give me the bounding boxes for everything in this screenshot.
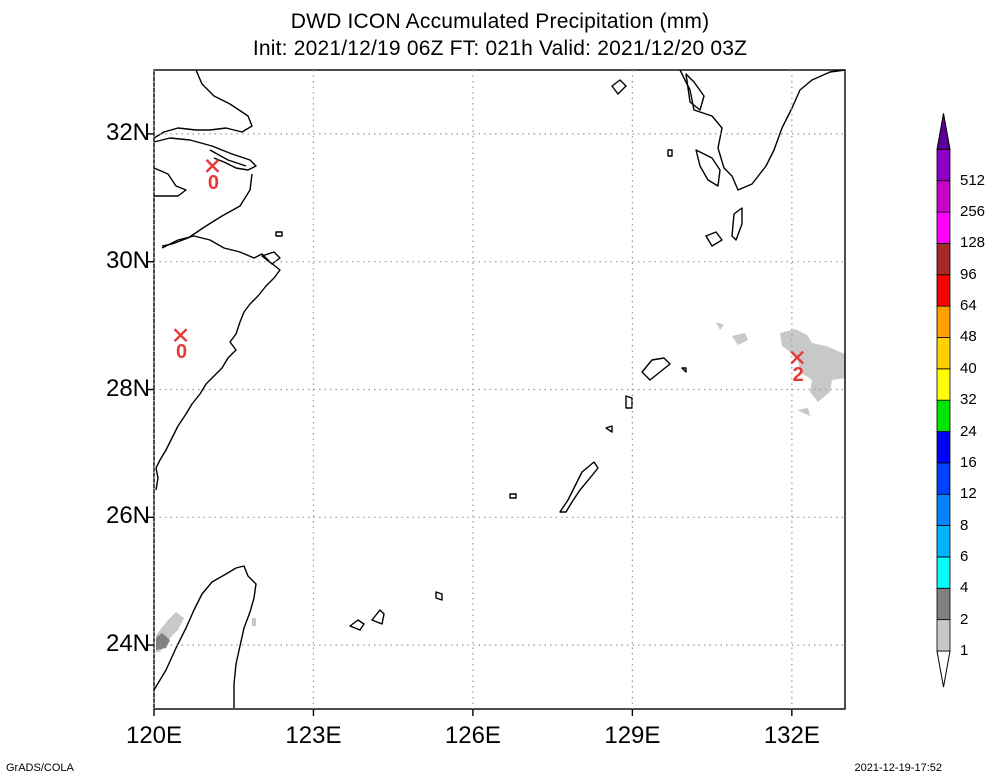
colorbar-swatch [936, 525, 951, 558]
coast-fujian [155, 467, 159, 491]
x-tick-label: 129E [604, 722, 661, 749]
coastlines [153, 69, 846, 708]
colorbar [936, 113, 951, 688]
axis-ticks [147, 133, 793, 716]
station-value: 0 [207, 171, 220, 194]
colorbar-swatch [936, 431, 951, 464]
map-subtitle: Init: 2021/12/19 06Z FT: 021h Valid: 202… [252, 37, 748, 60]
precip-area-east [780, 329, 845, 402]
colorbar-swatch [936, 493, 951, 526]
colorbar-level-label: 12 [960, 485, 977, 503]
y-tick-label: 30N [105, 246, 150, 274]
precip-area-taiwan-dark [156, 633, 170, 650]
colorbar-level-label: 1 [960, 642, 969, 659]
island-zhoushan [261, 231, 283, 265]
island-taiwan [153, 565, 257, 708]
colorbar-level-label: 24 [960, 422, 977, 440]
map-frame [153, 69, 846, 710]
islands-tokara [705, 207, 743, 247]
station-value: 2 [792, 363, 804, 386]
colorbar-level-label: 4 [960, 579, 969, 597]
colorbar-swatch [936, 211, 951, 244]
station-value: 0 [176, 341, 188, 364]
islands-okinawa [509, 395, 633, 513]
colorbar-swatch [936, 148, 951, 182]
coast-yangtze [153, 137, 257, 247]
footer-credit: GrADS/COLA [6, 762, 74, 774]
colorbar-swatch [936, 462, 951, 495]
colorbar-swatch [936, 587, 951, 621]
coast-china-north [153, 69, 253, 139]
precip-area-taiwan-east [252, 618, 256, 626]
colorbar-swatch [936, 556, 951, 589]
y-tick-label: 26N [105, 502, 150, 530]
colorbar-upper-arrow [936, 113, 951, 150]
colorbar-level-label: 2 [960, 610, 969, 628]
islands-amami [641, 357, 687, 381]
precip-shading [156, 322, 845, 652]
x-tick-label: 132E [763, 722, 820, 749]
colorbar-level-label: 6 [960, 547, 969, 565]
station-x-mark [205, 159, 220, 173]
colorbar-swatch [936, 619, 951, 652]
x-tick-label: 123E [285, 722, 342, 749]
colorbar-level-label: 512 [960, 171, 986, 189]
station-x-mark [173, 328, 188, 343]
colorbar-level-label: 64 [960, 297, 977, 315]
colorbar-swatch [936, 243, 951, 276]
colorbar-level-label: 8 [960, 516, 969, 534]
graticule [153, 70, 845, 709]
y-tick-label: 24N [105, 630, 150, 658]
colorbar-lower-arrow [936, 650, 951, 688]
colorbar-level-label: 32 [960, 391, 977, 409]
colorbar-swatch [936, 399, 951, 432]
colorbar-swatch [936, 180, 951, 213]
colorbar-level-label: 128 [960, 234, 986, 252]
colorbar-swatch [936, 368, 951, 401]
colorbar-swatch [936, 274, 951, 307]
colorbar-level-label: 256 [960, 203, 986, 221]
colorbar-swatch [936, 305, 951, 338]
islands-ryukyu-south [349, 591, 443, 631]
coast-kyushu-west [611, 73, 721, 187]
footer-timestamp: 2021-12-19-17:52 [854, 762, 942, 774]
y-tick-label: 28N [105, 374, 150, 402]
x-tick-label: 120E [125, 722, 183, 749]
colorbar-level-label: 96 [960, 265, 977, 283]
station-markers [173, 159, 805, 365]
y-tick-label: 32N [105, 118, 150, 146]
map-title: DWD ICON Accumulated Precipitation (mm) [290, 10, 710, 33]
colorbar-level-label: 40 [960, 359, 977, 377]
colorbar-level-label: 48 [960, 328, 977, 346]
colorbar-swatch [936, 337, 951, 370]
colorbar-level-label: 16 [960, 453, 977, 471]
coast-kyushu [679, 69, 846, 191]
coast-zhejiang [155, 277, 275, 469]
station-x-mark [790, 350, 805, 365]
coast-hangzhou [153, 167, 281, 279]
x-tick-label: 126E [444, 722, 501, 749]
